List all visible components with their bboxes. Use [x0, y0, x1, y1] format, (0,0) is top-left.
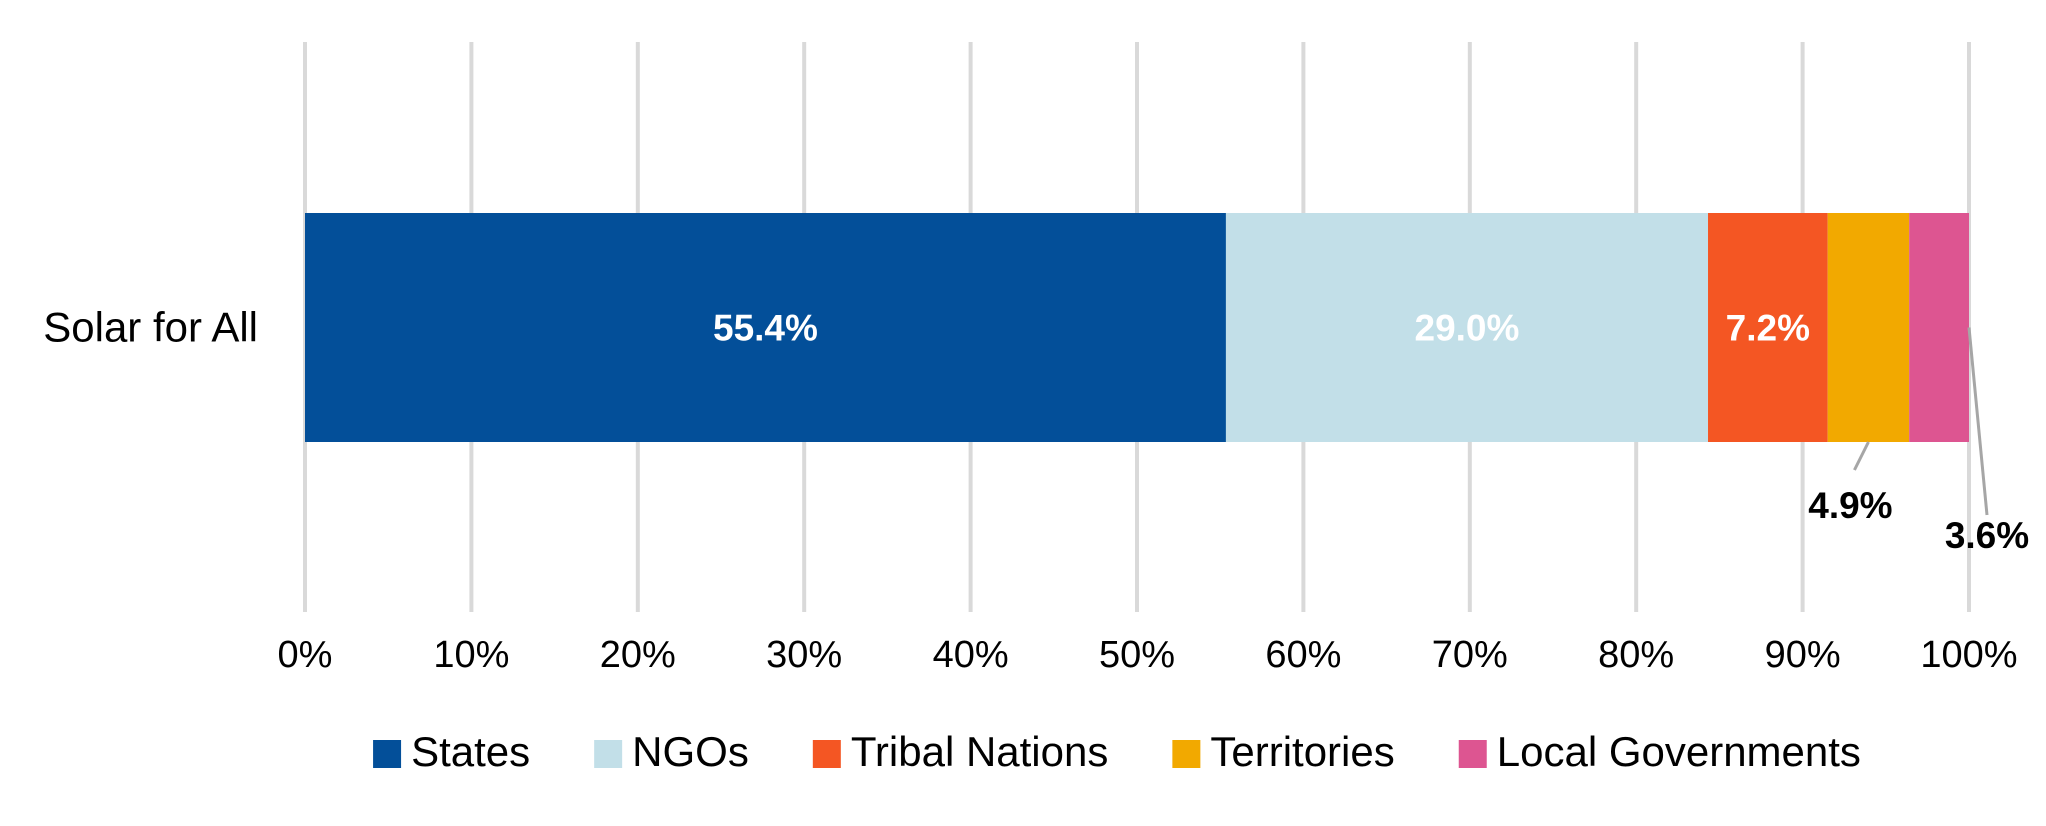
y-axis: Solar for All	[43, 304, 258, 351]
x-tick-label: 100%	[1920, 634, 2017, 676]
data-label: 3.6%	[1945, 515, 2029, 556]
legend-label: Territories	[1210, 728, 1394, 775]
data-label: 7.2%	[1726, 308, 1810, 349]
x-tick-label: 10%	[433, 634, 509, 676]
legend-label: Local Governments	[1497, 728, 1861, 775]
data-label: 4.9%	[1808, 485, 1892, 526]
legend-label: Tribal Nations	[851, 728, 1109, 775]
x-tick-label: 60%	[1265, 634, 1341, 676]
data-label: 55.4%	[713, 308, 818, 349]
legend-swatch	[373, 740, 402, 768]
legend-label: NGOs	[632, 728, 749, 775]
legend-item-tribal-nations: Tribal Nations	[812, 728, 1109, 775]
bar-segment-local-governments	[1909, 213, 1969, 442]
x-axis: 0% 10% 20% 30% 40% 50% 60% 70% 80% 90% 100%	[278, 634, 2018, 676]
legend-label: States	[411, 728, 530, 775]
bars	[305, 213, 1969, 442]
x-tick-label: 40%	[933, 634, 1009, 676]
legend-item-local-governments: Local Governments	[1458, 728, 1861, 775]
leader-line	[1967, 327, 1989, 516]
data-labels: 55.4% 29.0% 7.2% 4.9% 3.6%	[713, 308, 2029, 557]
x-tick-label: 50%	[1099, 634, 1175, 676]
x-tick-label: 0%	[278, 634, 333, 676]
legend-swatch	[1172, 740, 1201, 768]
x-tick-label: 70%	[1432, 634, 1508, 676]
x-tick-label: 80%	[1598, 634, 1674, 676]
category-label: Solar for All	[43, 304, 258, 351]
bar-segment-states	[305, 213, 1226, 442]
legend-swatch	[594, 740, 623, 768]
legend-item-territories: Territories	[1172, 728, 1395, 775]
legend-item-ngos: NGOs	[594, 728, 749, 775]
legend-swatch	[1458, 740, 1487, 768]
data-label: 29.0%	[1415, 308, 1520, 349]
x-tick-label: 90%	[1765, 634, 1841, 676]
legend: States NGOs Tribal Nations Territories Local…	[373, 728, 1861, 775]
leader-line	[1853, 441, 1870, 471]
x-tick-label: 30%	[766, 634, 842, 676]
bar-segment-ngos	[1225, 213, 1709, 442]
legend-item-states: States	[373, 728, 530, 775]
x-tick-label: 20%	[600, 634, 676, 676]
bar-segment-territories	[1827, 213, 1910, 442]
legend-swatch	[812, 740, 841, 768]
bar-segment-tribal-nations	[1708, 213, 1828, 442]
